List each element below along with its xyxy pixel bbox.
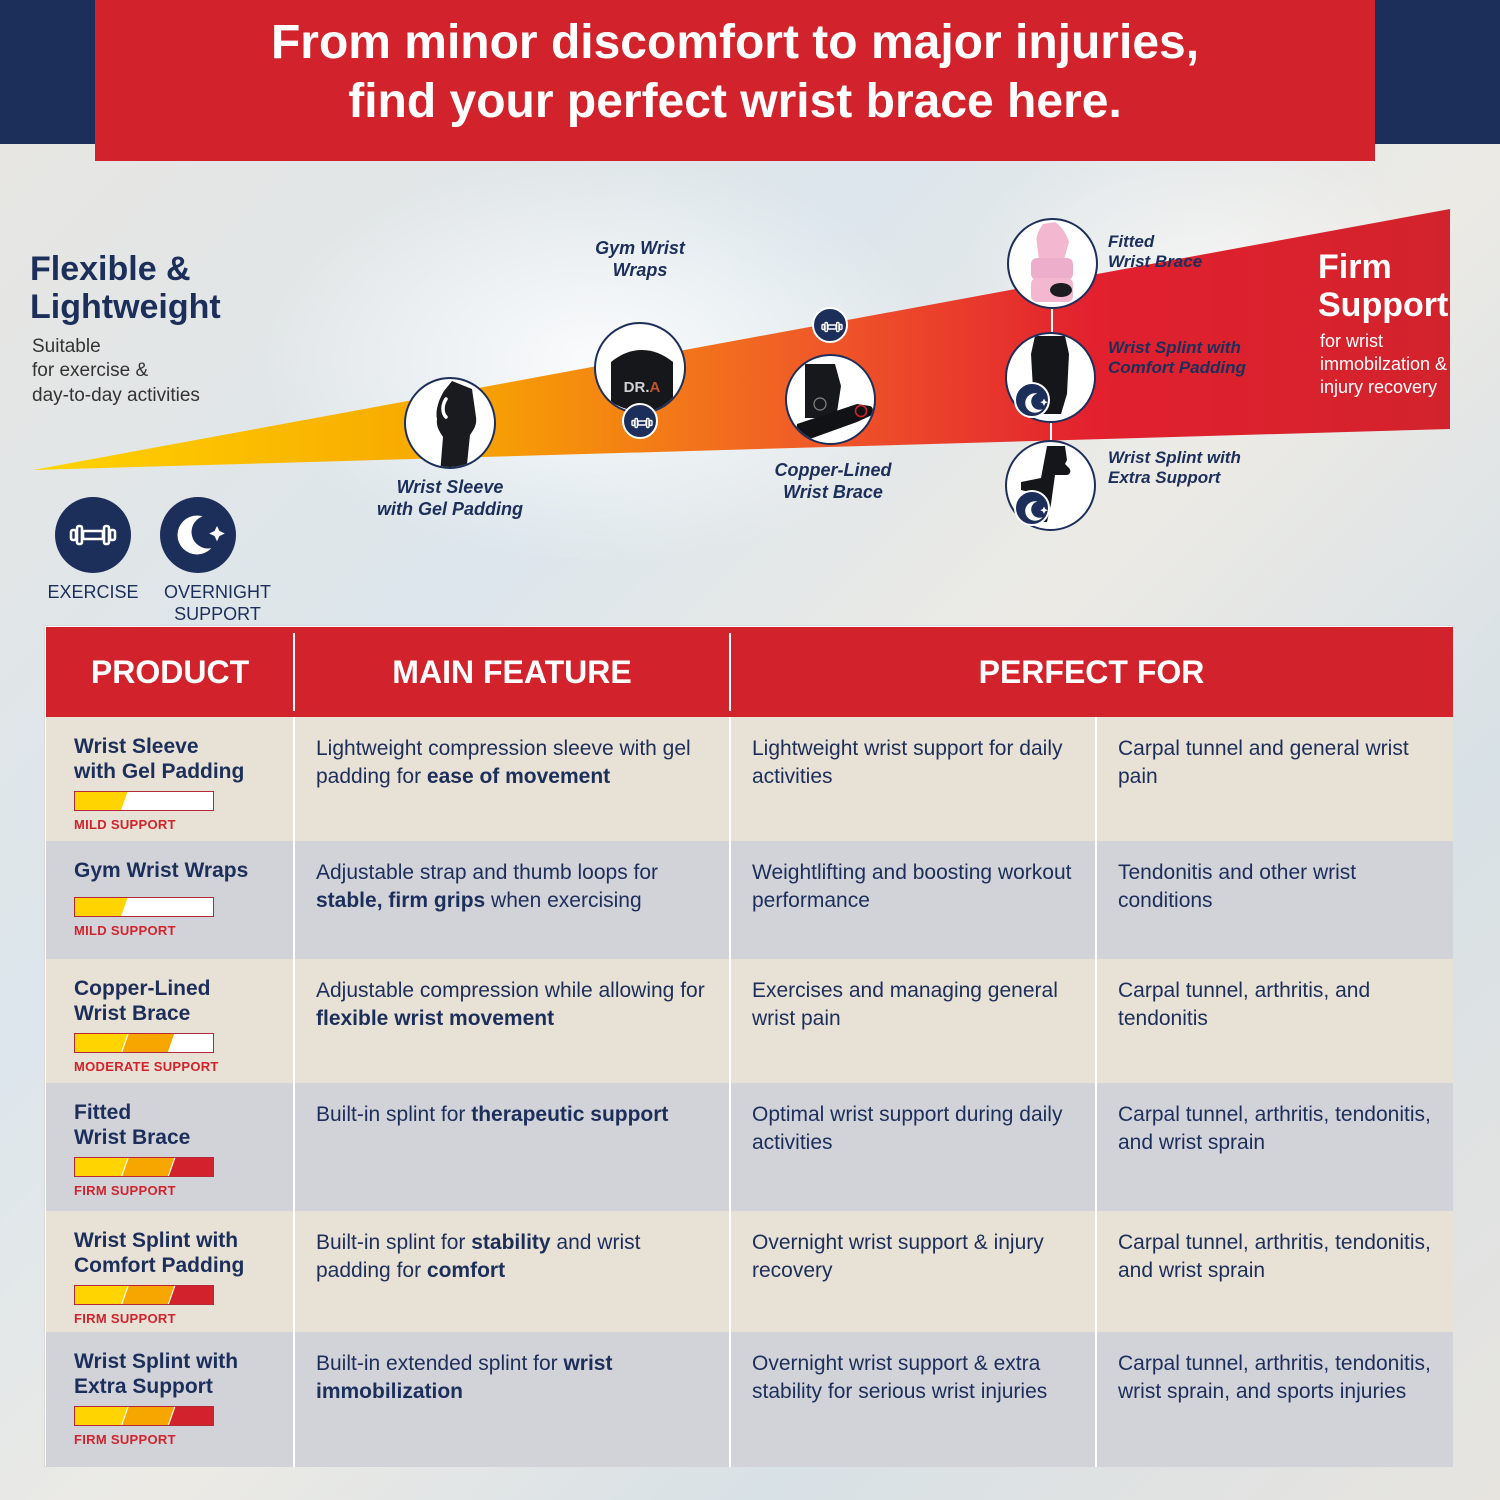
svg-text:DR.A: DR.A bbox=[624, 379, 661, 396]
